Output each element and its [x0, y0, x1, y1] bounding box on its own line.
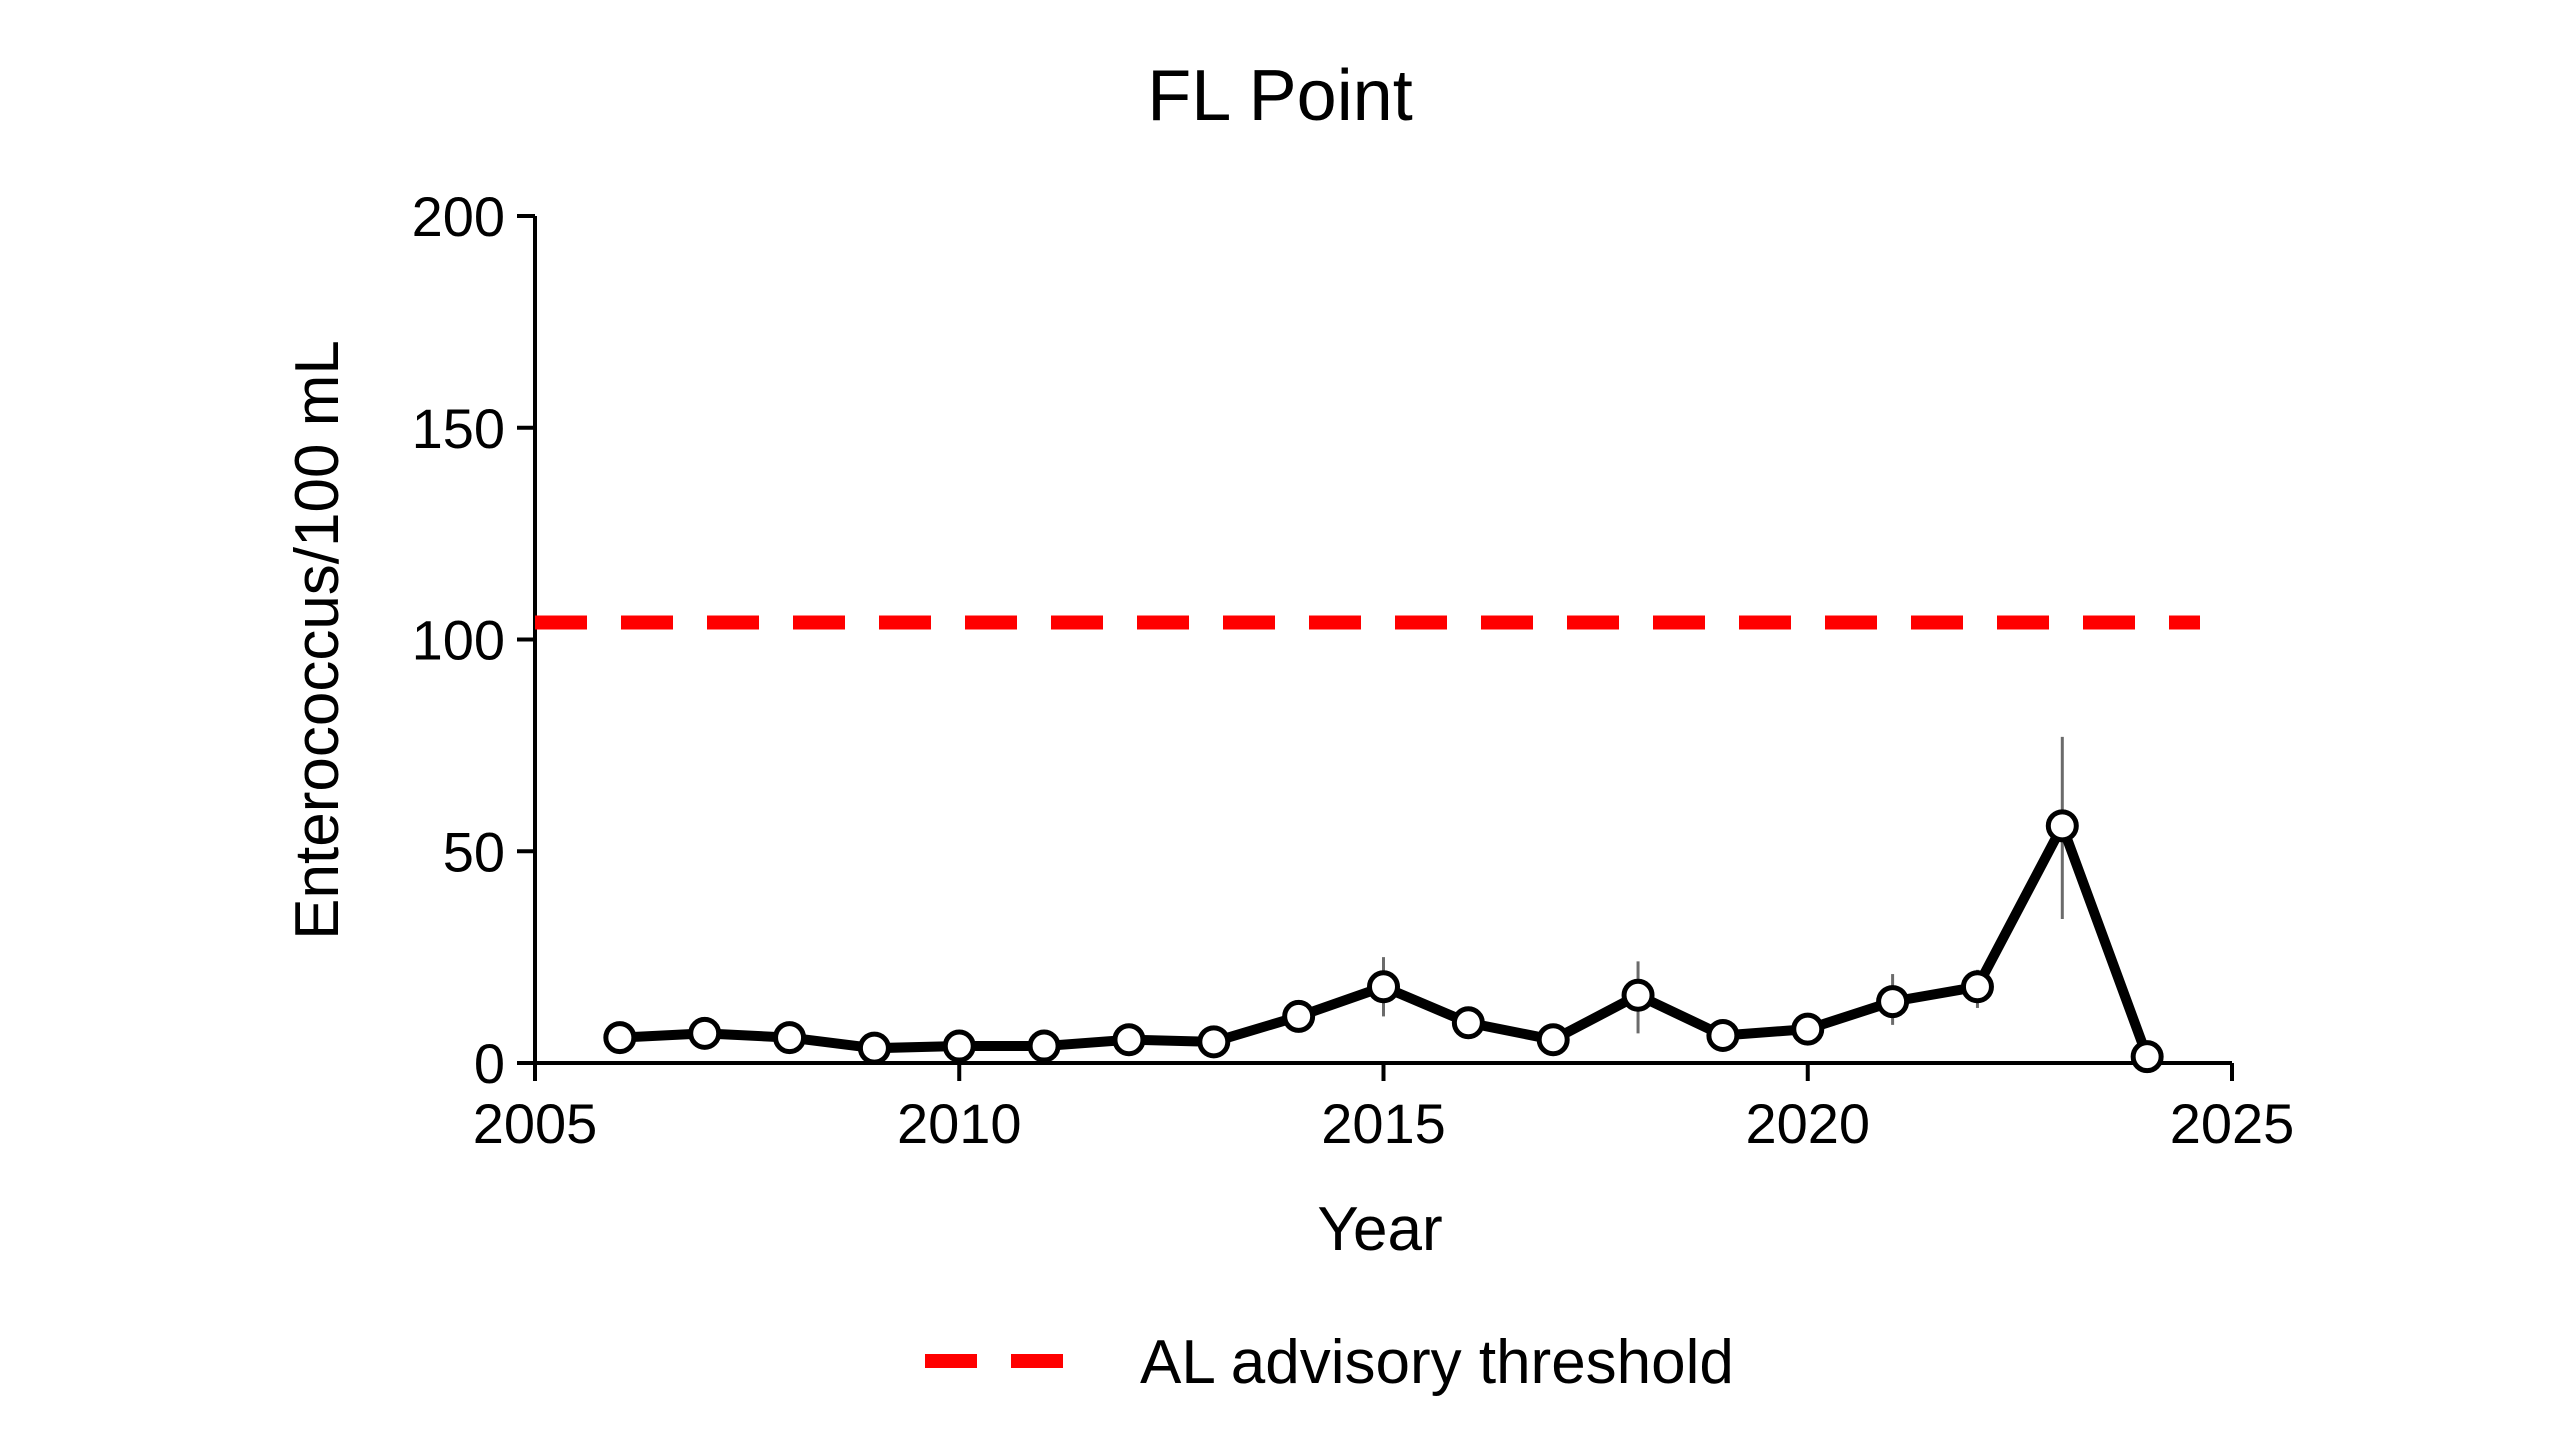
data-point [603, 1021, 637, 1055]
y-tick-label: 150 [412, 397, 505, 460]
x-tick-label: 2010 [897, 1092, 1022, 1155]
y-tick-label: 0 [474, 1032, 505, 1095]
data-point [1960, 970, 1994, 1004]
data-point [1197, 1025, 1231, 1059]
data-point [688, 1016, 722, 1050]
data-point [1536, 1023, 1570, 1057]
data-point [2045, 809, 2079, 843]
data-point [1027, 1029, 1061, 1063]
y-tick-label: 50 [443, 820, 505, 883]
data-point [1876, 985, 1910, 1019]
data-point [1112, 1023, 1146, 1057]
data-point [942, 1029, 976, 1063]
data-point [773, 1021, 807, 1055]
legend-threshold-label: AL advisory threshold [1140, 1328, 1734, 1397]
data-point [1706, 1018, 1740, 1052]
data-point [857, 1031, 891, 1065]
data-point [1451, 1006, 1485, 1040]
x-axis-title: Year [1317, 1195, 1442, 1264]
data-point [1282, 999, 1316, 1033]
data-point [1367, 970, 1400, 1004]
chart-title: FL Point [1147, 56, 1412, 136]
x-tick-label: 2005 [473, 1092, 598, 1155]
x-tick-label: 2015 [1321, 1092, 1446, 1155]
plot-area: 0 50 100 150 200 2005 2010 2015 2020 2025 [412, 185, 2295, 1155]
y-axis-title: Enterococcus/100 mL [283, 340, 352, 940]
x-tick-label: 2020 [1745, 1092, 1870, 1155]
legend: AL advisory threshold [925, 1328, 1734, 1397]
data-point [1621, 978, 1655, 1012]
y-tick-label: 200 [412, 185, 505, 248]
data-point [1791, 1012, 1825, 1046]
series-line [614, 820, 2153, 1062]
y-tick-label: 100 [412, 609, 505, 672]
data-point [2130, 1040, 2164, 1074]
x-tick-label: 2025 [2170, 1092, 2295, 1155]
